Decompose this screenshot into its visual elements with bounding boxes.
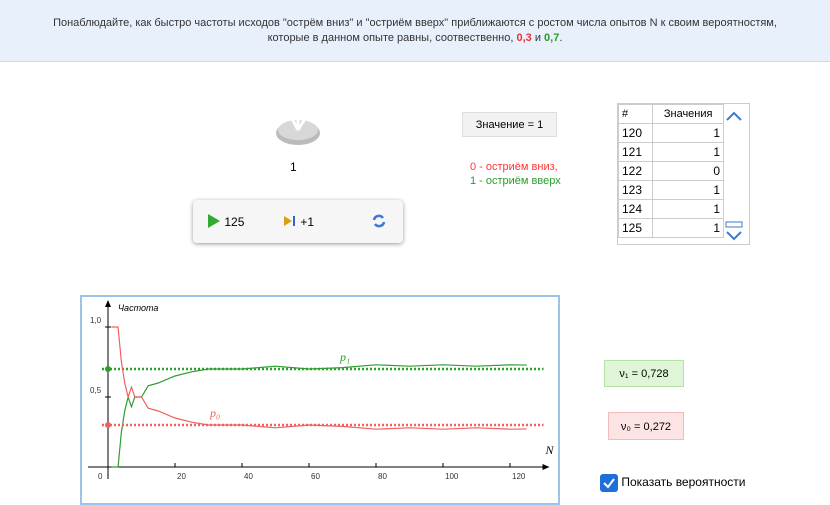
checkbox-icon [600, 474, 618, 492]
frequency-line [111, 365, 526, 467]
y-tick-label: 0,5 [90, 386, 102, 395]
x-tick-label: 80 [378, 472, 387, 481]
chart: Частота N 0 20 40 60 80 100 120 0,5 1,0 p₁ p₀ [0, 0, 830, 499]
x-tick-label: 100 [445, 472, 459, 481]
probability-point [105, 422, 111, 428]
y-tick-label: 1,0 [90, 316, 102, 325]
x-tick-label: 40 [244, 472, 253, 481]
probability-point [105, 366, 111, 372]
x-label: N [545, 443, 555, 457]
x-tick-label: 20 [177, 472, 186, 481]
checkbox[interactable]: Показать вероятности [600, 474, 745, 492]
y-arrow [105, 300, 111, 307]
page: Понаблюдайте, как быстро частоты исходов… [0, 0, 830, 499]
x-tick-label: 0 [98, 472, 103, 481]
x-arrow [543, 464, 550, 470]
y-label: Частота [118, 303, 158, 313]
series-label: p₀ [209, 406, 220, 420]
x-tick-label: 60 [311, 472, 320, 481]
x-tick-label: 120 [512, 472, 526, 481]
nu0-box: ν₀ = 0,272 [608, 412, 684, 440]
frequency-line [111, 327, 526, 429]
series-label: p₁ [339, 350, 350, 364]
nu1-box: ν₁ = 0,728 [604, 360, 684, 387]
checkbox-label: Показать вероятности [621, 475, 745, 489]
